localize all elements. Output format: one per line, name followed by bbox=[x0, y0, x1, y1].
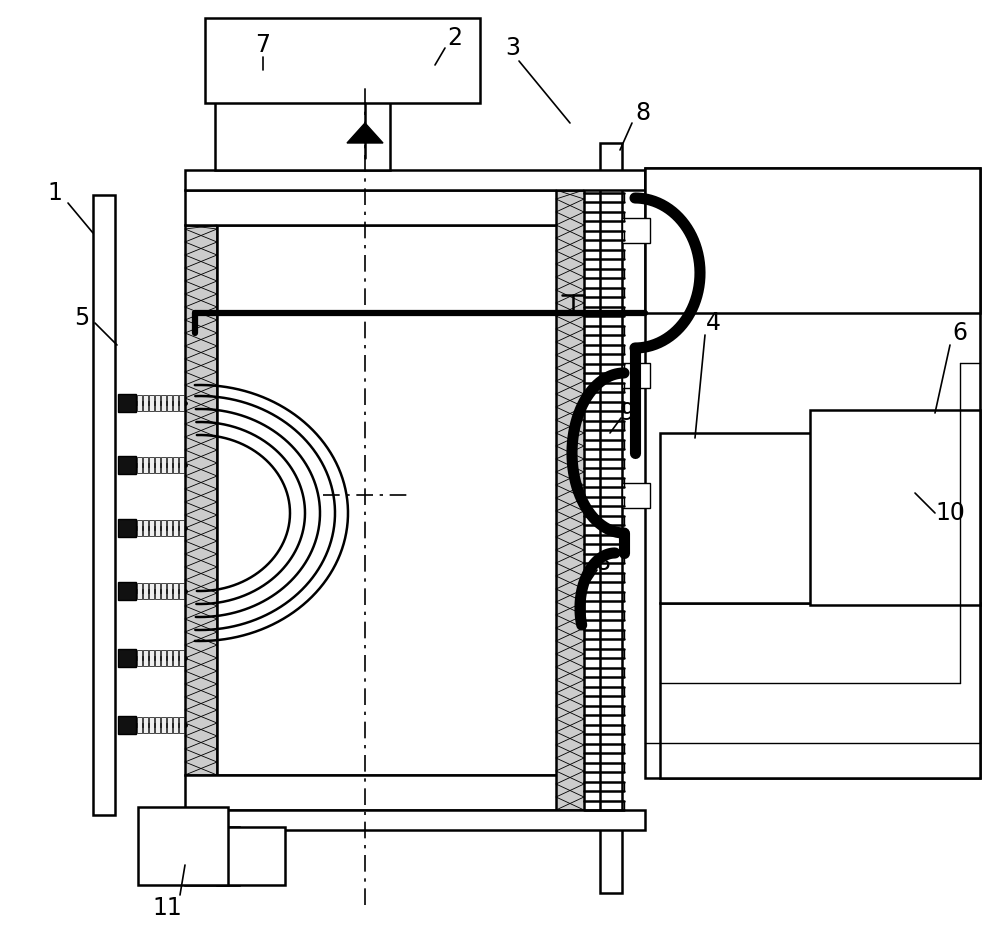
Bar bbox=[155, 583, 160, 599]
Bar bbox=[556, 190, 584, 810]
Bar bbox=[161, 520, 166, 536]
Bar bbox=[118, 394, 136, 412]
Bar bbox=[167, 457, 172, 473]
Bar bbox=[143, 457, 148, 473]
Bar bbox=[179, 520, 184, 536]
Bar bbox=[167, 395, 172, 411]
Bar bbox=[143, 650, 148, 666]
Bar bbox=[149, 717, 154, 733]
Bar bbox=[143, 395, 148, 411]
Bar bbox=[173, 717, 178, 733]
Bar bbox=[205, 18, 480, 103]
Bar bbox=[118, 649, 136, 667]
Text: 1: 1 bbox=[48, 181, 62, 205]
Bar bbox=[149, 395, 154, 411]
Bar bbox=[138, 807, 228, 885]
Bar bbox=[179, 717, 184, 733]
Bar bbox=[149, 520, 154, 536]
Bar bbox=[161, 457, 166, 473]
Bar bbox=[137, 395, 142, 411]
Bar bbox=[143, 717, 148, 733]
Bar bbox=[185, 775, 557, 810]
Bar bbox=[185, 225, 217, 775]
Bar bbox=[600, 143, 622, 893]
Bar bbox=[149, 583, 154, 599]
Bar bbox=[149, 457, 154, 473]
Bar bbox=[173, 395, 178, 411]
Bar bbox=[93, 195, 115, 815]
Bar bbox=[179, 650, 184, 666]
Bar bbox=[660, 603, 980, 778]
Bar bbox=[179, 457, 184, 473]
Bar bbox=[167, 717, 172, 733]
Bar bbox=[179, 395, 184, 411]
Bar bbox=[155, 520, 160, 536]
Polygon shape bbox=[347, 123, 383, 143]
Bar bbox=[645, 168, 980, 313]
Bar bbox=[173, 650, 178, 666]
Bar bbox=[217, 225, 557, 775]
Bar bbox=[622, 218, 650, 243]
Text: 7: 7 bbox=[256, 33, 271, 57]
Text: 4: 4 bbox=[706, 311, 720, 335]
Bar bbox=[137, 650, 142, 666]
Bar bbox=[155, 650, 160, 666]
Bar bbox=[185, 810, 645, 830]
Bar bbox=[660, 433, 855, 603]
Text: 2: 2 bbox=[448, 26, 463, 50]
Bar bbox=[161, 717, 166, 733]
Bar bbox=[217, 827, 239, 885]
Bar bbox=[167, 520, 172, 536]
Bar bbox=[143, 583, 148, 599]
Text: 8: 8 bbox=[595, 551, 611, 575]
Text: 5: 5 bbox=[74, 306, 90, 330]
Bar bbox=[161, 583, 166, 599]
Bar bbox=[215, 70, 390, 170]
Bar bbox=[810, 410, 980, 605]
Text: 8: 8 bbox=[635, 101, 651, 125]
Bar bbox=[167, 650, 172, 666]
Bar bbox=[173, 520, 178, 536]
Bar bbox=[155, 395, 160, 411]
Bar bbox=[173, 457, 178, 473]
Text: 9: 9 bbox=[620, 401, 635, 425]
Bar bbox=[179, 583, 184, 599]
Bar bbox=[118, 519, 136, 537]
Bar bbox=[149, 650, 154, 666]
Bar bbox=[622, 483, 650, 508]
Bar bbox=[173, 583, 178, 599]
Text: 6: 6 bbox=[952, 321, 968, 345]
Bar bbox=[137, 717, 142, 733]
Bar bbox=[185, 170, 645, 190]
Bar bbox=[118, 716, 136, 734]
Bar bbox=[161, 395, 166, 411]
Bar bbox=[167, 583, 172, 599]
Text: 3: 3 bbox=[506, 36, 520, 60]
Bar bbox=[161, 650, 166, 666]
Bar bbox=[137, 457, 142, 473]
Bar bbox=[118, 456, 136, 474]
Bar bbox=[185, 827, 285, 885]
Text: 10: 10 bbox=[935, 501, 965, 525]
Bar bbox=[143, 520, 148, 536]
Bar bbox=[155, 457, 160, 473]
Bar bbox=[622, 363, 650, 388]
Bar bbox=[185, 190, 557, 225]
Bar bbox=[137, 520, 142, 536]
Bar bbox=[645, 168, 980, 778]
Bar bbox=[137, 583, 142, 599]
Bar bbox=[155, 717, 160, 733]
Bar bbox=[118, 582, 136, 600]
Text: 11: 11 bbox=[152, 896, 182, 920]
